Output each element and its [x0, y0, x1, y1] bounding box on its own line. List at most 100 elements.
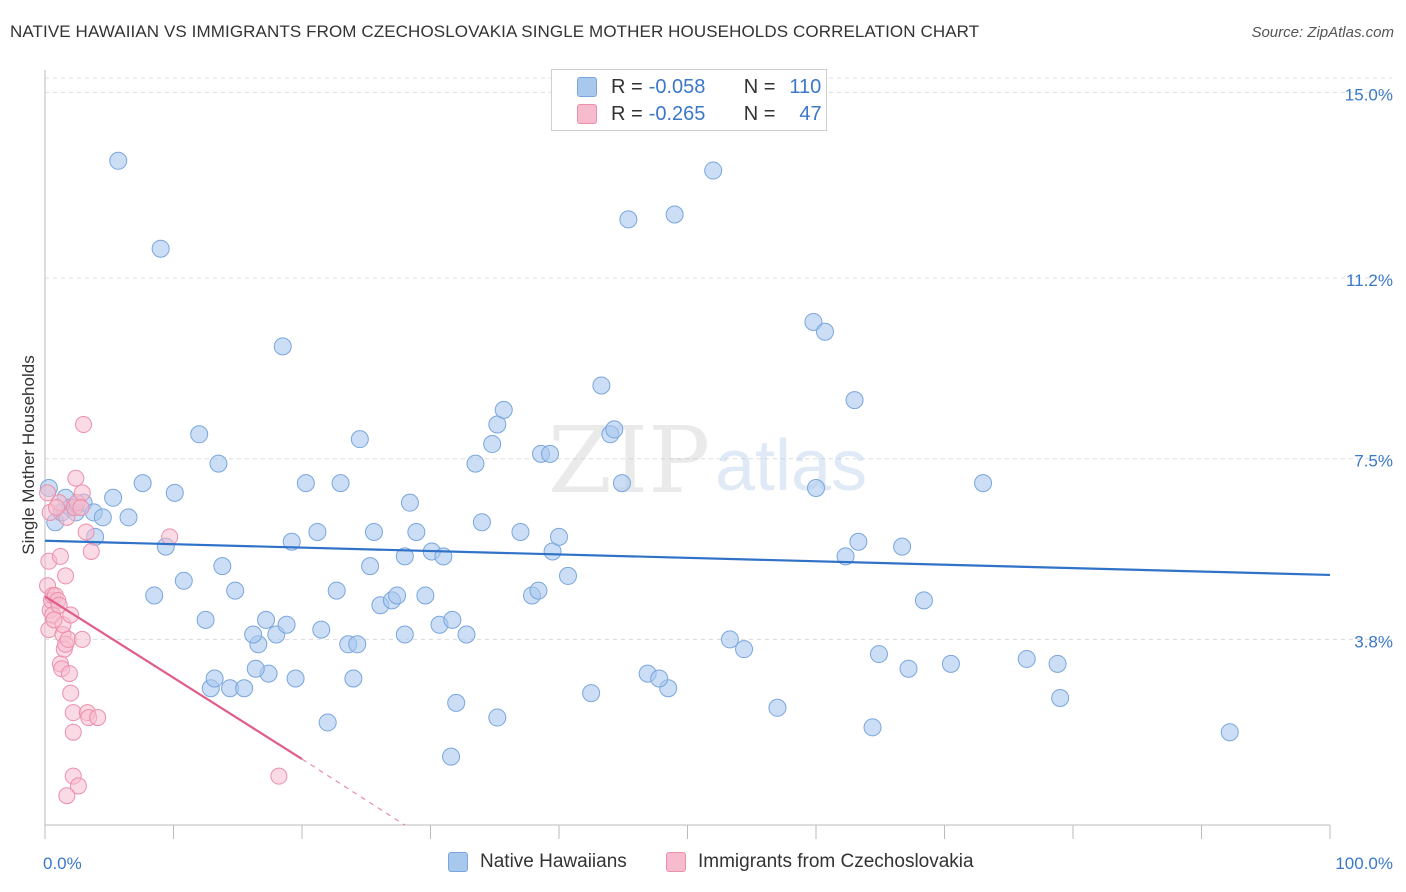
data-point-native-hawaiian	[511, 522, 530, 541]
legend-label: Native Hawaiians	[480, 851, 627, 872]
tick-labels: 3.8% 7.5% 11.2% 15.0% 0.0% 100.0%	[43, 85, 1393, 873]
data-point-native-hawaiian	[133, 474, 152, 493]
data-point-czechoslovakia	[270, 767, 288, 785]
data-point-native-hawaiian	[472, 513, 491, 532]
data-point-czechoslovakia	[60, 665, 78, 683]
data-point-native-hawaiian	[282, 532, 301, 551]
gridlines	[45, 77, 1392, 640]
y-axis-label: Single Mother Households	[19, 355, 38, 554]
data-point-native-hawaiian	[457, 625, 476, 644]
data-point-native-hawaiian	[331, 474, 350, 493]
legend-item-native-hawaiians: Native Hawaiians	[448, 851, 627, 873]
data-point-native-hawaiian	[1220, 723, 1239, 742]
data-point-native-hawaiian	[395, 625, 414, 644]
chart-source: Source: ZipAtlas.com	[1251, 24, 1394, 41]
data-point-native-hawaiian	[361, 557, 380, 576]
data-point-czechoslovakia	[64, 723, 82, 741]
data-point-native-hawaiian	[807, 479, 825, 498]
data-point-czechoslovakia	[75, 416, 93, 434]
trend-line-czechoslovakia	[44, 595, 303, 760]
data-point-native-hawaiian	[190, 425, 209, 444]
data-point-czechoslovakia	[73, 630, 91, 648]
legend-item-immigrants-czechoslovakia: Immigrants from Czechoslovakia	[666, 851, 974, 873]
trend-lines	[44, 539, 1331, 826]
data-point-native-hawaiian	[165, 483, 184, 502]
data-point-czechoslovakia	[58, 787, 76, 805]
watermark-zip: ZIP	[548, 407, 710, 514]
y-tick-label: 11.2%	[1346, 271, 1393, 290]
data-point-native-hawaiian	[235, 679, 254, 698]
data-point-native-hawaiian	[974, 474, 993, 493]
data-point-native-hawaiian	[845, 391, 864, 410]
data-point-native-hawaiian	[344, 669, 363, 688]
r-label: R =	[611, 75, 643, 98]
data-point-native-hawaiian	[364, 522, 383, 541]
watermark-atlas: atlas	[715, 426, 867, 506]
data-point-native-hawaiian	[407, 522, 426, 541]
data-point-native-hawaiian	[768, 698, 787, 717]
data-point-native-hawaiian	[145, 586, 164, 605]
data-point-czechoslovakia	[64, 704, 82, 722]
x-tick-label-min: 0.0%	[43, 854, 82, 873]
data-point-native-hawaiian	[1051, 689, 1070, 708]
watermark: ZIP atlas	[548, 407, 867, 514]
data-point-native-hawaiian	[529, 581, 548, 600]
data-point-native-hawaiian	[815, 322, 834, 341]
data-point-czechoslovakia	[67, 469, 85, 487]
data-point-native-hawaiian	[893, 537, 912, 556]
legend-row-blue: R = -0.058 N = 110	[577, 74, 821, 100]
blue-swatch	[577, 77, 597, 97]
data-point-native-hawaiian	[914, 591, 933, 610]
legend-label: Immigrants from Czechoslovakia	[698, 851, 974, 872]
data-point-native-hawaiian	[286, 669, 305, 688]
y-tick-label: 15.0%	[1345, 85, 1393, 104]
pink-swatch	[666, 852, 686, 872]
data-point-native-hawaiian	[109, 151, 128, 170]
data-point-native-hawaiian	[1048, 654, 1067, 673]
trend-line-czechoslovakia-extension	[301, 758, 406, 826]
y-tick-label: 7.5%	[1354, 452, 1393, 471]
r-value: -0.265	[648, 102, 706, 125]
data-point-native-hawaiian	[196, 610, 215, 629]
chart-title: NATIVE HAWAIIAN VS IMMIGRANTS FROM CZECH…	[10, 22, 980, 41]
data-point-native-hawaiian	[213, 557, 232, 576]
pink-swatch	[577, 104, 597, 124]
data-point-native-hawaiian	[273, 337, 292, 356]
data-point-native-hawaiian	[209, 454, 228, 473]
data-point-native-hawaiian	[804, 312, 823, 331]
n-value: 110	[789, 75, 822, 98]
y-tick-label: 3.8%	[1354, 632, 1393, 651]
data-point-native-hawaiian	[541, 444, 560, 463]
stats-legend: R = -0.058 N = 110 R = -0.265 N = 47	[551, 69, 827, 131]
data-point-native-hawaiian	[416, 586, 435, 605]
trend-line-native-hawaiians	[44, 539, 1331, 577]
data-point-czechoslovakia	[59, 630, 77, 648]
data-point-native-hawaiian	[244, 625, 263, 644]
data-point-native-hawaiian	[869, 645, 888, 664]
data-point-native-hawaiian	[494, 400, 513, 419]
data-point-native-hawaiian	[318, 713, 337, 732]
data-point-czechoslovakia	[89, 709, 107, 727]
data-point-native-hawaiian	[836, 547, 855, 566]
data-point-native-hawaiian	[226, 581, 245, 600]
data-point-native-hawaiian	[849, 532, 868, 551]
data-point-native-hawaiian	[205, 669, 224, 688]
n-label: N =	[743, 75, 776, 98]
data-point-native-hawaiian	[720, 630, 739, 649]
data-point-native-hawaiian	[312, 620, 331, 639]
data-point-czechoslovakia	[82, 543, 100, 561]
data-point-native-hawaiian	[119, 508, 138, 527]
x-tick-label-max: 100.0%	[1335, 854, 1393, 873]
data-point-czechoslovakia	[72, 499, 90, 517]
data-point-native-hawaiian	[104, 488, 123, 507]
data-point-native-hawaiian	[395, 547, 414, 566]
data-point-native-hawaiian	[592, 376, 611, 395]
legend-row-pink: R = -0.265 N = 47	[577, 101, 822, 127]
data-point-native-hawaiian	[941, 654, 960, 673]
data-point-native-hawaiian	[605, 420, 624, 439]
blue-swatch	[448, 852, 468, 872]
data-point-native-hawaiian	[1017, 649, 1036, 668]
data-point-native-hawaiian	[151, 239, 170, 258]
data-point-czechoslovakia	[48, 499, 66, 517]
